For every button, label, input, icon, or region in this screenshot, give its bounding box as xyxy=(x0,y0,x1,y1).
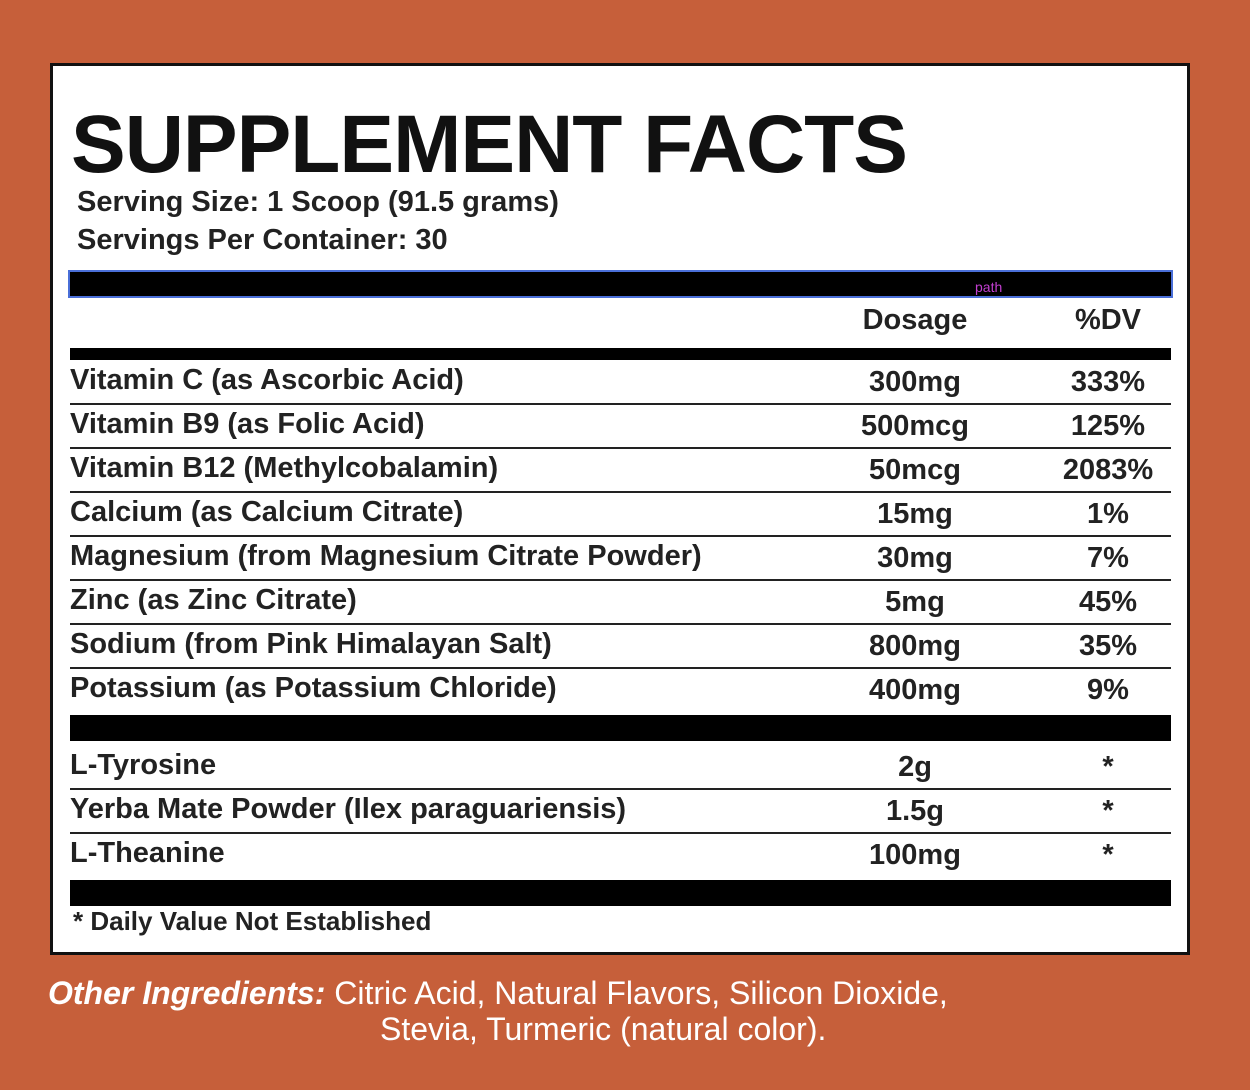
dosage: 1.5g xyxy=(885,795,945,827)
ingredient-name: L-Theanine xyxy=(70,837,225,869)
daily-value: 333% xyxy=(1070,366,1146,398)
row-rule xyxy=(70,788,1171,790)
dosage: 15mg xyxy=(877,498,953,530)
other-label: Other Ingredients: xyxy=(48,975,326,1011)
serving-size: Serving Size: 1 Scoop (91.5 grams) xyxy=(77,186,559,218)
other-text: Stevia, Turmeric (natural color). xyxy=(380,1011,827,1047)
divider-bar xyxy=(70,880,1171,906)
daily-value: 7% xyxy=(1087,542,1129,574)
dosage: 300mg xyxy=(869,366,961,398)
dosage: 800mg xyxy=(869,630,961,662)
servings-per-container: Servings Per Container: 30 xyxy=(77,224,448,256)
dosage: 50mcg xyxy=(869,454,961,486)
daily-value: 125% xyxy=(1070,410,1146,442)
ingredient-name: Magnesium (from Magnesium Citrate Powder… xyxy=(70,540,702,572)
daily-value: 1% xyxy=(1087,498,1129,530)
daily-value: * xyxy=(1102,839,1114,871)
ingredient-name: Vitamin B12 (Methylcobalamin) xyxy=(70,452,499,484)
facts-panel: SUPPLEMENT FACTS Serving Size: 1 Scoop (… xyxy=(50,63,1190,955)
column-header: %DV xyxy=(1074,304,1142,336)
divider-bar xyxy=(70,348,1171,360)
ingredient-name: Calcium (as Calcium Citrate) xyxy=(70,496,464,528)
daily-value: 35% xyxy=(1078,630,1138,662)
row-rule xyxy=(70,667,1171,669)
ingredient-name: Yerba Mate Powder (Ilex paraguariensis) xyxy=(70,793,627,825)
daily-value: 9% xyxy=(1087,674,1129,706)
editor-label: path xyxy=(975,279,1003,295)
ingredient-name: L-Tyrosine xyxy=(70,749,217,781)
divider-bar xyxy=(70,715,1171,741)
ingredient-name: Sodium (from Pink Himalayan Salt) xyxy=(70,628,552,660)
dosage: 400mg xyxy=(869,674,961,706)
column-header: Dosage xyxy=(862,304,968,336)
divider-bar xyxy=(68,270,1173,298)
dosage: 2g xyxy=(898,751,932,783)
ingredient-name: Potassium (as Potassium Chloride) xyxy=(70,672,557,704)
row-rule xyxy=(70,491,1171,493)
ingredient-name: Zinc (as Zinc Citrate) xyxy=(70,584,357,616)
other-line: Other Ingredients: Citric Acid, Natural … xyxy=(0,975,1250,1011)
row-rule xyxy=(70,403,1171,405)
row-rule xyxy=(70,447,1171,449)
dosage: 500mcg xyxy=(860,410,969,442)
daily-value: 2083% xyxy=(1062,454,1154,486)
row-rule xyxy=(70,623,1171,625)
dosage: 5mg xyxy=(885,586,945,618)
ingredient-name: Vitamin B9 (as Folic Acid) xyxy=(70,408,425,440)
other-text: Citric Acid, Natural Flavors, Silicon Di… xyxy=(334,975,948,1011)
other-ingredients: Other Ingredients: Citric Acid, Natural … xyxy=(0,975,1250,1047)
daily-value: * xyxy=(1102,751,1114,783)
dosage: 30mg xyxy=(877,542,953,574)
dosage: 100mg xyxy=(869,839,961,871)
daily-value: 45% xyxy=(1078,586,1138,618)
footnote: * Daily Value Not Established xyxy=(73,906,432,936)
row-rule xyxy=(70,535,1171,537)
title: SUPPLEMENT FACTS xyxy=(71,99,908,190)
row-rule xyxy=(70,579,1171,581)
ingredient-name: Vitamin C (as Ascorbic Acid) xyxy=(70,364,464,396)
row-rule xyxy=(70,832,1171,834)
daily-value: * xyxy=(1102,795,1114,827)
